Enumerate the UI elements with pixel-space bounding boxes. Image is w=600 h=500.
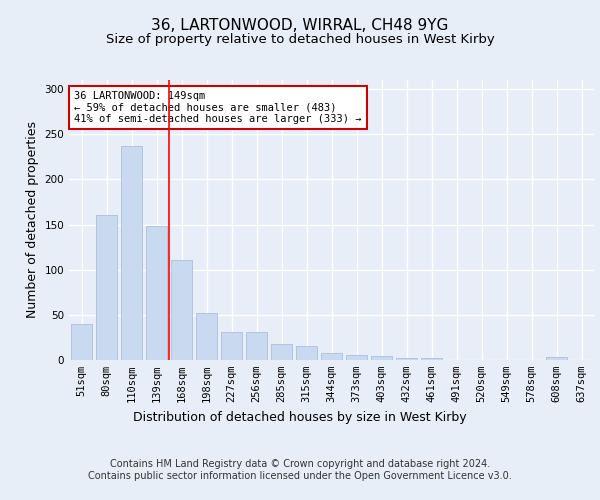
Bar (271, 344, 292, 360)
Bar (396, 358, 417, 360)
Bar (246, 332, 267, 360)
Bar (121, 146, 142, 360)
Bar (346, 356, 367, 360)
Bar (421, 358, 442, 360)
Y-axis label: Number of detached properties: Number of detached properties (26, 122, 39, 318)
Text: 36, LARTONWOOD, WIRRAL, CH48 9YG: 36, LARTONWOOD, WIRRAL, CH48 9YG (151, 18, 449, 32)
Bar (321, 353, 342, 360)
Bar (196, 313, 217, 360)
Bar (171, 260, 192, 360)
Text: 36 LARTONWOOD: 149sqm
← 59% of detached houses are smaller (483)
41% of semi-det: 36 LARTONWOOD: 149sqm ← 59% of detached … (74, 91, 361, 124)
Text: Contains HM Land Registry data © Crown copyright and database right 2024.
Contai: Contains HM Land Registry data © Crown c… (88, 459, 512, 481)
Text: Distribution of detached houses by size in West Kirby: Distribution of detached houses by size … (133, 411, 467, 424)
Bar (96, 214, 117, 360)
Bar (296, 346, 317, 360)
Bar (71, 324, 92, 360)
Text: Size of property relative to detached houses in West Kirby: Size of property relative to detached ho… (106, 32, 494, 46)
Bar (371, 356, 392, 360)
Bar (221, 332, 242, 360)
Bar (146, 226, 167, 360)
Bar (546, 358, 567, 360)
